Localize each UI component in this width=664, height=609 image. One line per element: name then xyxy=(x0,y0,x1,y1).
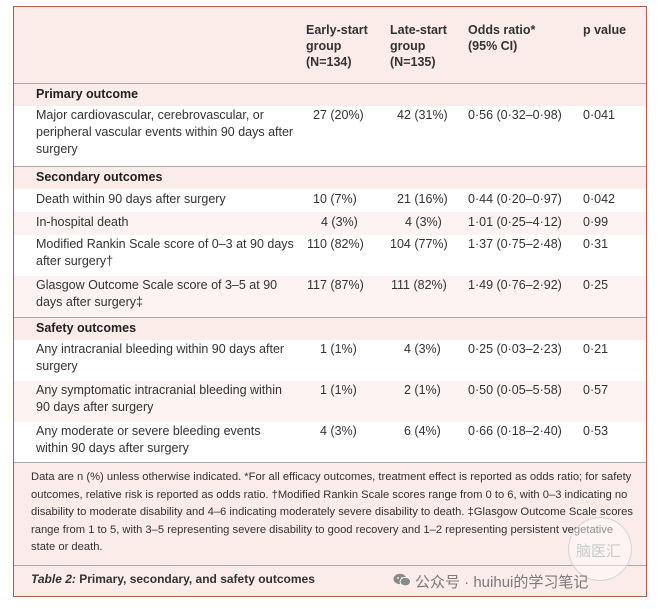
table-row: Death within 90 days after surgery 10 (7… xyxy=(14,189,646,212)
early-value: 110 (82%) xyxy=(307,237,364,251)
table-row: Any symptomatic intracranial bleeding wi… xyxy=(14,381,646,422)
footnote-divider xyxy=(14,462,646,463)
odds-value: 0·44 (0·20–0·97) xyxy=(468,192,562,206)
p-value: 0·99 xyxy=(583,215,609,229)
late-value: 104 (77%) xyxy=(390,237,448,251)
late-value: 21 (16%) xyxy=(397,192,448,206)
table-row: Any intracranial bleeding within 90 days… xyxy=(14,340,646,381)
p-value: 0·31 xyxy=(583,237,609,251)
header-late-start: Late-start group (N=135) xyxy=(390,23,447,69)
p-value: 0·21 xyxy=(583,342,609,356)
early-value: 117 (87%) xyxy=(307,278,364,292)
odds-value: 1·49 (0·76–2·92) xyxy=(468,278,562,292)
late-value: 42 (31%) xyxy=(397,108,448,122)
table-row: Glasgow Outcome Scale score of 3–5 at 90… xyxy=(14,276,646,317)
late-value: 111 (82%) xyxy=(391,278,447,292)
late-value: 4 (3%) xyxy=(405,215,442,229)
p-value: 0·041 xyxy=(583,108,615,122)
header-early-start: Early-start group (N=134) xyxy=(306,23,368,69)
section-secondary-outcomes: Secondary outcomes xyxy=(14,166,646,190)
outcome-label: Any symptomatic intracranial bleeding wi… xyxy=(36,383,282,414)
table-footnote: Data are n (%) unless otherwise indicate… xyxy=(31,471,633,553)
outcome-label: Major cardiovascular, cerebrovascular, o… xyxy=(36,108,294,156)
section-title: Primary outcome xyxy=(36,87,139,101)
early-value: 1 (1%) xyxy=(320,342,357,356)
early-value: 4 (3%) xyxy=(320,424,357,438)
late-value: 2 (1%) xyxy=(404,383,441,397)
outcome-label: Death within 90 days after surgery xyxy=(36,192,226,206)
odds-value: 1·37 (0·75–2·48) xyxy=(468,237,562,251)
odds-value: 0·25 (0·03–2·23) xyxy=(468,342,562,356)
watermark-text: 公众号 · huihui的学习笔记 xyxy=(415,574,589,591)
late-value: 6 (4%) xyxy=(404,424,441,438)
table-header: Early-start group (N=134) Late-start gro… xyxy=(14,7,646,84)
odds-value: 0·50 (0·05–5·58) xyxy=(468,383,562,397)
table-caption: Table 2: Primary, secondary, and safety … xyxy=(31,572,315,586)
header-odds-ratio: Odds ratio* (95% CI) xyxy=(468,23,536,53)
section-title: Safety outcomes xyxy=(36,321,137,335)
late-value: 4 (3%) xyxy=(404,342,441,356)
p-value: 0·25 xyxy=(583,278,609,292)
caption-text: Primary, secondary, and safety outcomes xyxy=(75,572,315,586)
outcome-label: Modified Rankin Scale score of 0–3 at 90… xyxy=(36,237,294,268)
table-frame: Early-start group (N=134) Late-start gro… xyxy=(13,6,647,597)
table-row: In-hospital death 4 (3%) 4 (3%) 1·01 (0·… xyxy=(14,212,646,235)
watermark-seal-text: 脑医汇 xyxy=(576,543,622,560)
early-value: 27 (20%) xyxy=(313,108,364,122)
odds-value: 0·56 (0·32–0·98) xyxy=(468,108,562,122)
early-value: 10 (7%) xyxy=(313,192,357,206)
section-primary-outcome: Primary outcome xyxy=(14,83,646,107)
early-value: 1 (1%) xyxy=(320,383,357,397)
section-title: Secondary outcomes xyxy=(36,170,163,184)
p-value: 0·53 xyxy=(583,424,609,438)
outcome-label: Any moderate or severe bleeding events w… xyxy=(36,424,261,455)
p-value: 0·042 xyxy=(583,192,615,206)
table-row: Modified Rankin Scale score of 0–3 at 90… xyxy=(14,235,646,276)
watermark-seal xyxy=(568,517,632,581)
outcome-label: In-hospital death xyxy=(36,215,129,229)
table-row: Major cardiovascular, cerebrovascular, o… xyxy=(14,106,646,166)
header-p-value: p value xyxy=(583,23,627,37)
section-safety-outcomes: Safety outcomes xyxy=(14,317,646,341)
early-value: 4 (3%) xyxy=(321,215,358,229)
outcome-label: Any intracranial bleeding within 90 days… xyxy=(36,342,285,373)
table-row: Any moderate or severe bleeding events w… xyxy=(14,422,646,462)
wechat-icon xyxy=(393,573,411,587)
odds-value: 0·66 (0·18–2·40) xyxy=(468,424,562,438)
caption-divider xyxy=(14,565,646,566)
caption-label: Table 2: xyxy=(31,572,76,586)
outcome-label: Glasgow Outcome Scale score of 3–5 at 90… xyxy=(36,278,278,309)
p-value: 0·57 xyxy=(583,383,609,397)
odds-value: 1·01 (0·25–4·12) xyxy=(468,215,562,229)
